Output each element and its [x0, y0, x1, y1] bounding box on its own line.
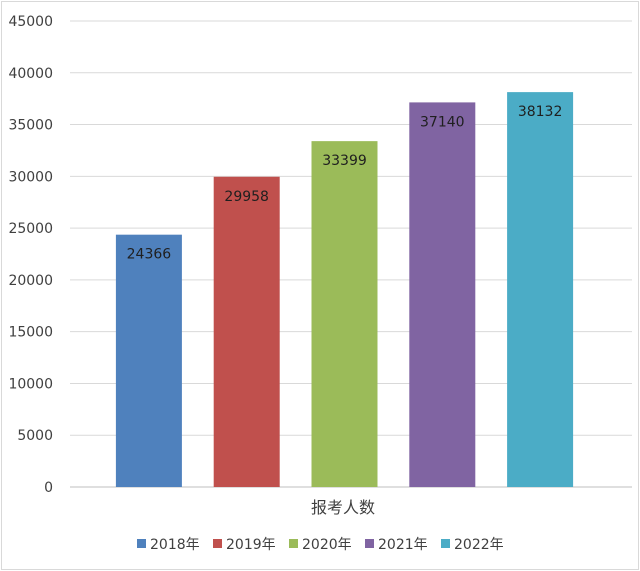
legend-swatch	[137, 539, 146, 548]
y-tick-label: 45000	[8, 14, 53, 30]
y-tick-label: 0	[44, 480, 53, 496]
legend-swatch	[213, 539, 222, 548]
data-label: 24366	[127, 247, 172, 263]
bar	[409, 102, 476, 488]
y-tick-label: 40000	[8, 66, 53, 82]
bar	[507, 92, 574, 488]
y-tick-label: 10000	[8, 376, 53, 392]
legend-swatch	[365, 539, 374, 548]
legend: 2018年 2019年 2020年 2021年 2022年	[137, 537, 504, 553]
legend-label: 2019年	[226, 537, 276, 553]
y-tick-label: 20000	[8, 273, 53, 289]
bar	[115, 234, 182, 487]
legend-label: 2020年	[302, 537, 352, 553]
data-label: 37140	[420, 114, 465, 130]
data-labels: 24366 29958 33399 37140 38132	[127, 104, 563, 263]
legend-label: 2018年	[150, 537, 200, 553]
bars	[115, 92, 574, 488]
bar	[311, 141, 378, 487]
data-label: 38132	[518, 104, 563, 120]
y-tick-label: 30000	[8, 169, 53, 185]
legend-swatch	[441, 539, 450, 548]
y-axis-ticks: 0 5000 10000 15000 20000 25000 30000 35000 40000…	[8, 14, 53, 496]
x-axis-title: 报考人数	[311, 498, 375, 517]
data-label: 33399	[322, 153, 367, 169]
legend-swatch	[289, 539, 298, 548]
legend-label: 2022年	[454, 537, 504, 553]
legend-label: 2021年	[378, 537, 428, 553]
y-tick-label: 35000	[8, 118, 53, 134]
y-tick-label: 25000	[8, 221, 53, 237]
data-label: 29958	[224, 189, 269, 205]
bar	[213, 176, 280, 488]
y-tick-label: 15000	[8, 325, 53, 341]
y-tick-label: 5000	[17, 428, 53, 444]
